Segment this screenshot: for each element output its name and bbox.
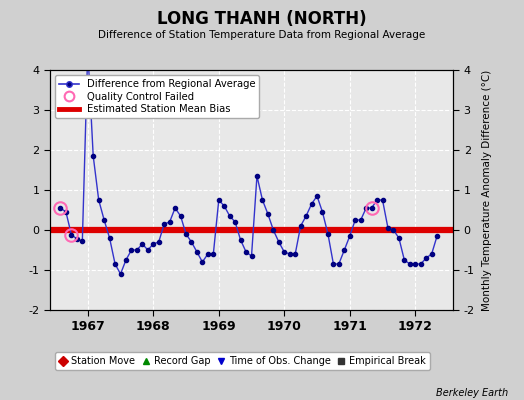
Legend: Station Move, Record Gap, Time of Obs. Change, Empirical Break: Station Move, Record Gap, Time of Obs. C… [54,352,430,370]
Text: Difference of Station Temperature Data from Regional Average: Difference of Station Temperature Data f… [99,30,425,40]
Text: Berkeley Earth: Berkeley Earth [436,388,508,398]
Text: LONG THANH (NORTH): LONG THANH (NORTH) [157,10,367,28]
Y-axis label: Monthly Temperature Anomaly Difference (°C): Monthly Temperature Anomaly Difference (… [482,69,492,311]
